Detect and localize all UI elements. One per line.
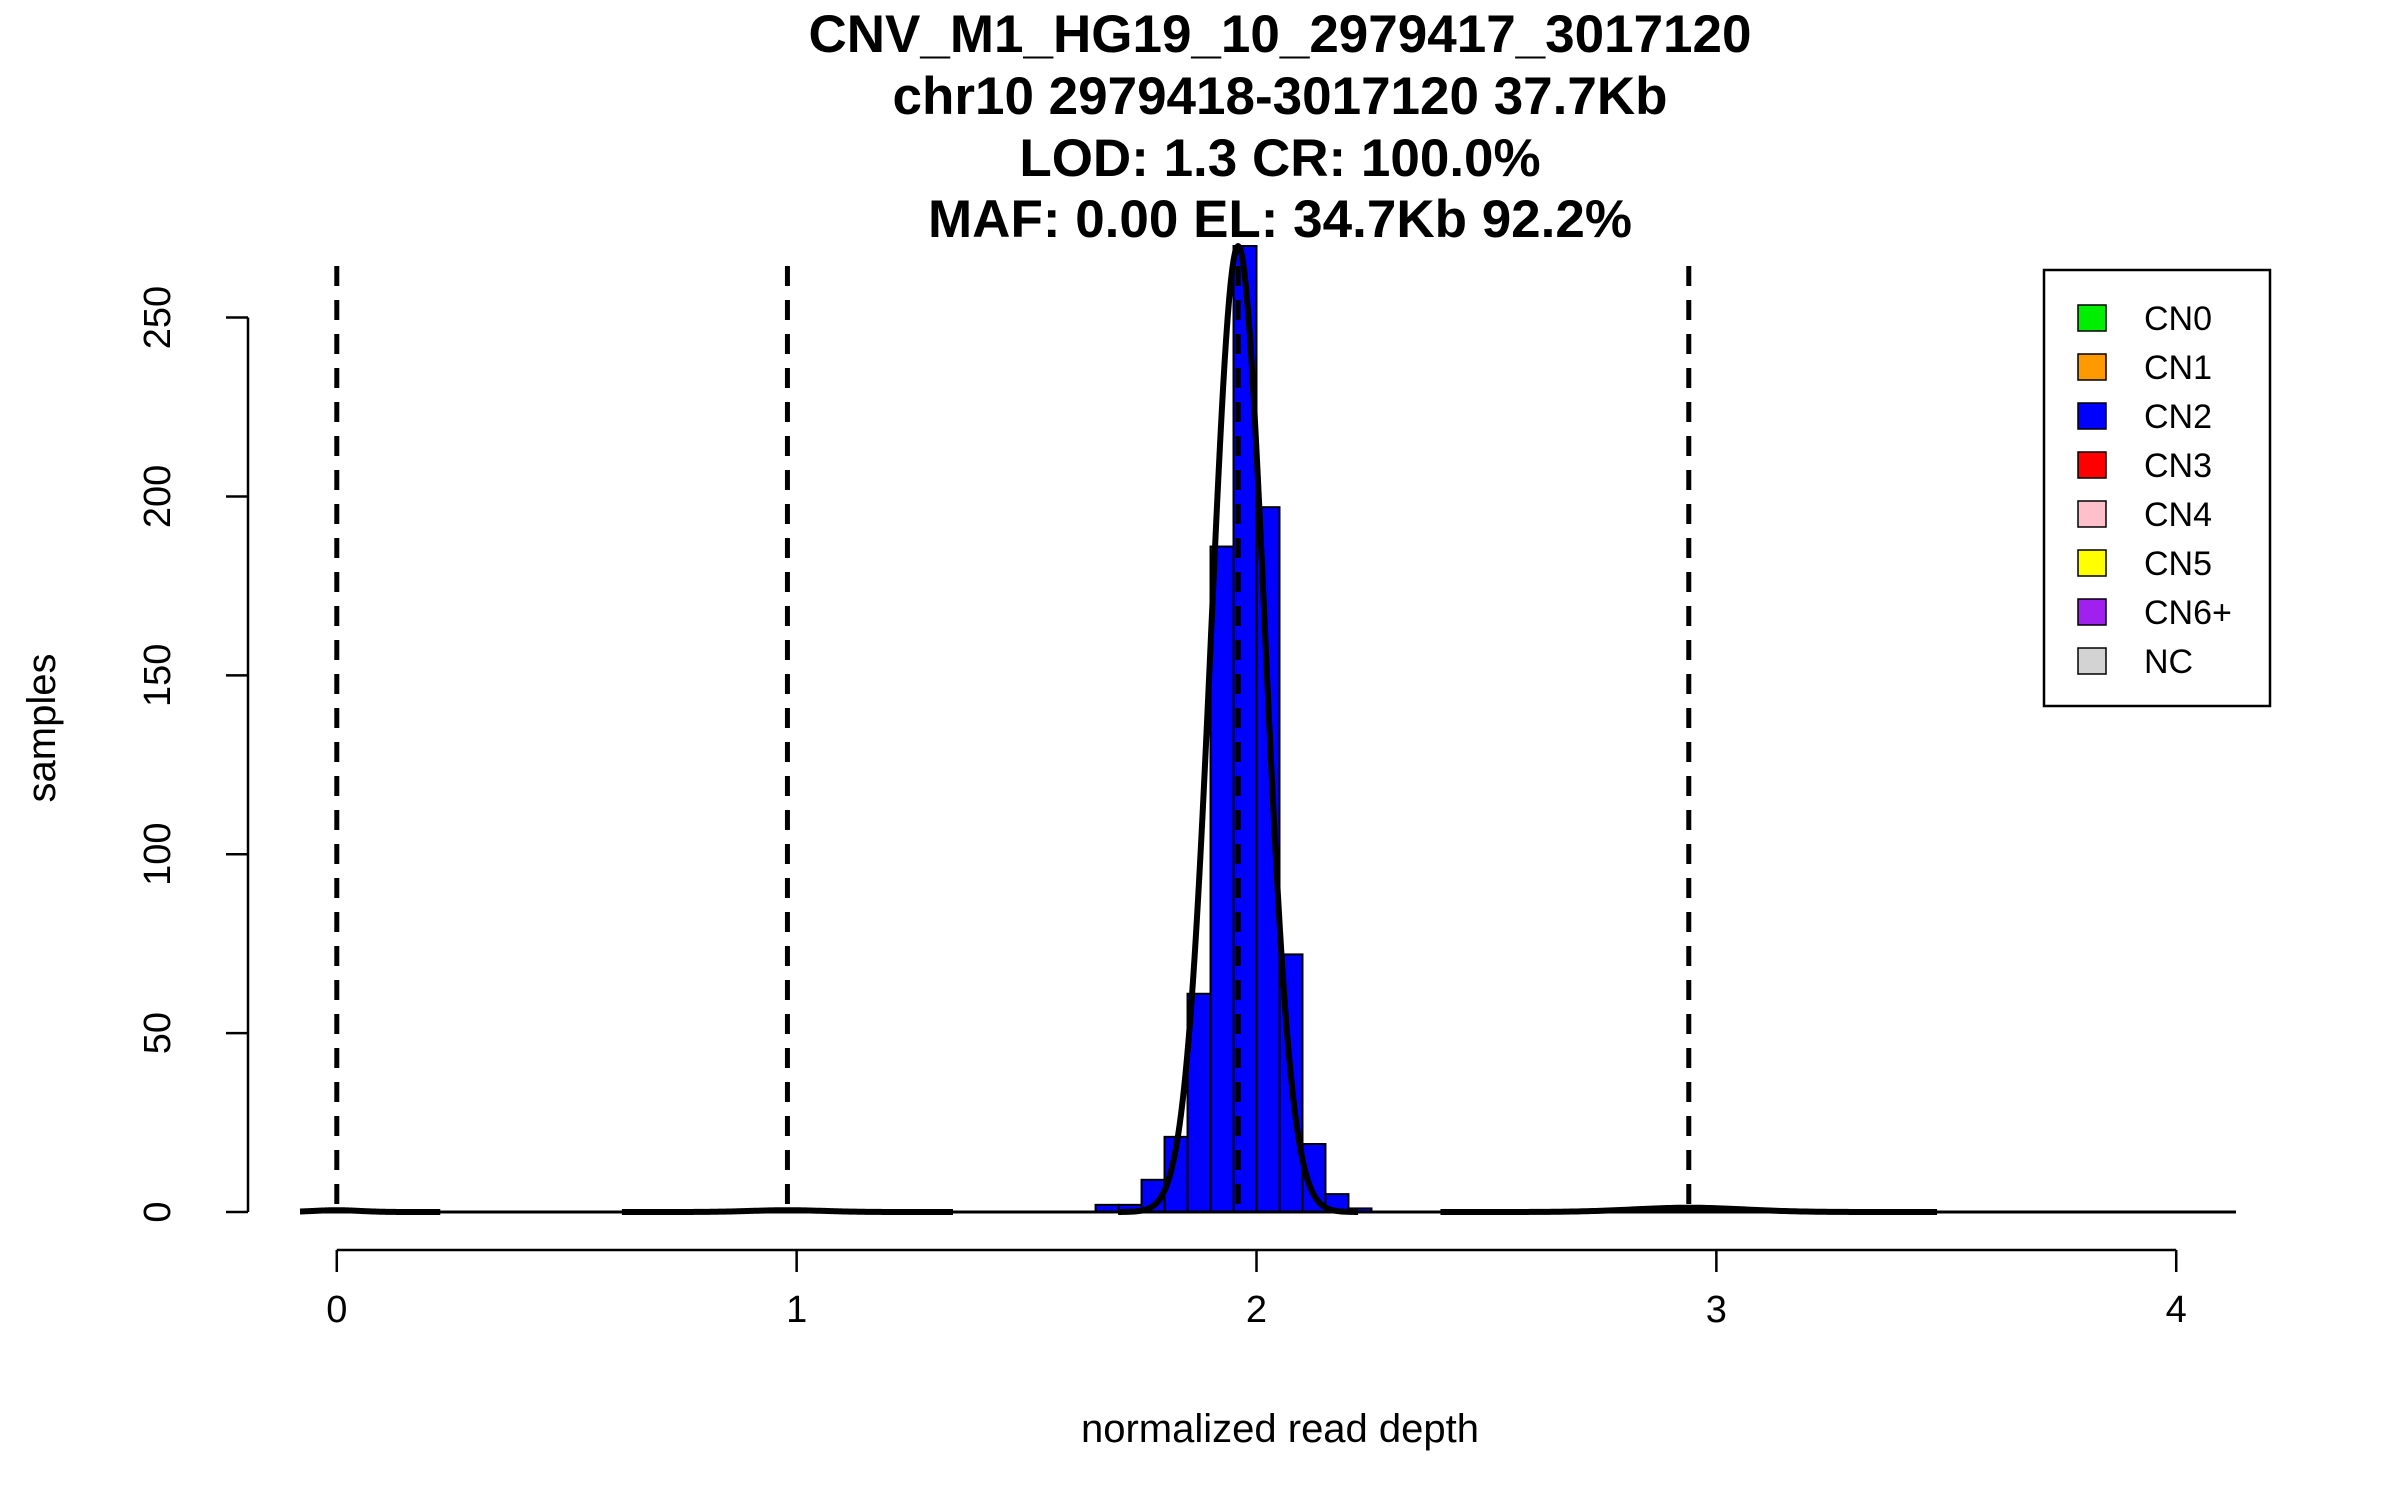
legend-label-2: CN2 — [2144, 398, 2212, 436]
legend-label-7: NC — [2144, 643, 2193, 681]
density-curve-1 — [620, 1207, 954, 1215]
legend-swatch-1 — [2077, 353, 2107, 381]
legend-label-6: CN6+ — [2144, 594, 2232, 632]
density-curves — [297, 243, 1938, 1215]
chart-title: CNV_M1_HG19_10_2979417_3017120 chr10 297… — [809, 5, 1752, 249]
y-tick-label-4: 200 — [137, 465, 179, 528]
x-axis-label: normalized read depth — [1081, 1407, 1479, 1451]
title-line-1: CNV_M1_HG19_10_2979417_3017120 — [809, 5, 1752, 64]
y-tick-label-1: 50 — [137, 1012, 179, 1054]
x-tick-label-3: 3 — [1706, 1289, 1727, 1331]
density-curve-0 — [297, 1207, 443, 1215]
legend-swatch-3 — [2077, 451, 2107, 479]
legend-swatch-6 — [2077, 598, 2107, 626]
x-tick-label-1: 1 — [786, 1289, 807, 1331]
legend-swatch-7 — [2077, 647, 2107, 675]
legend-label-0: CN0 — [2144, 300, 2212, 338]
legend-swatch-0 — [2077, 304, 2107, 332]
legend-label-5: CN5 — [2144, 545, 2212, 583]
y-tick-label-5: 250 — [137, 286, 179, 349]
legend-label-1: CN1 — [2144, 349, 2212, 387]
title-line-2: chr10 2979418-3017120 37.7Kb — [893, 67, 1668, 126]
y-tick-label-0: 0 — [137, 1201, 179, 1222]
legend-label-3: CN3 — [2144, 447, 2212, 485]
legend-box — [2042, 268, 2272, 708]
density-curve-3 — [1440, 1204, 1938, 1215]
x-axis: 0 1 2 3 4 — [326, 1248, 2187, 1331]
title-line-3: LOD: 1.3 CR: 100.0% — [1019, 129, 1540, 188]
legend-swatch-2 — [2077, 402, 2107, 430]
y-tick-label-3: 150 — [137, 644, 179, 707]
legend-swatch-5 — [2077, 549, 2107, 577]
histogram-bars — [300, 245, 2236, 1214]
x-tick-label-2: 2 — [1246, 1289, 1267, 1331]
y-axis: 0 50 100 150 200 250 — [137, 286, 250, 1223]
copy-number-markers — [334, 266, 1692, 1212]
y-axis-label: samples — [20, 654, 64, 803]
title-line-4: MAF: 0.00 EL: 34.7Kb 92.2% — [928, 190, 1632, 249]
y-tick-label-2: 100 — [137, 823, 179, 886]
x-tick-label-4: 4 — [2166, 1289, 2187, 1331]
x-tick-label-0: 0 — [326, 1289, 347, 1331]
density-curve-2 — [1116, 243, 1360, 1215]
legend-label-4: CN4 — [2144, 496, 2212, 534]
axes: 0 1 2 3 4 0 50 100 150 200 250 — [137, 286, 2187, 1331]
histogram-bar-5 — [1209, 545, 1235, 1213]
legend: CN0 CN1 CN2 CN3 CN4 CN5 CN6+ NC — [2042, 268, 2272, 708]
legend-swatch-4 — [2077, 500, 2107, 528]
